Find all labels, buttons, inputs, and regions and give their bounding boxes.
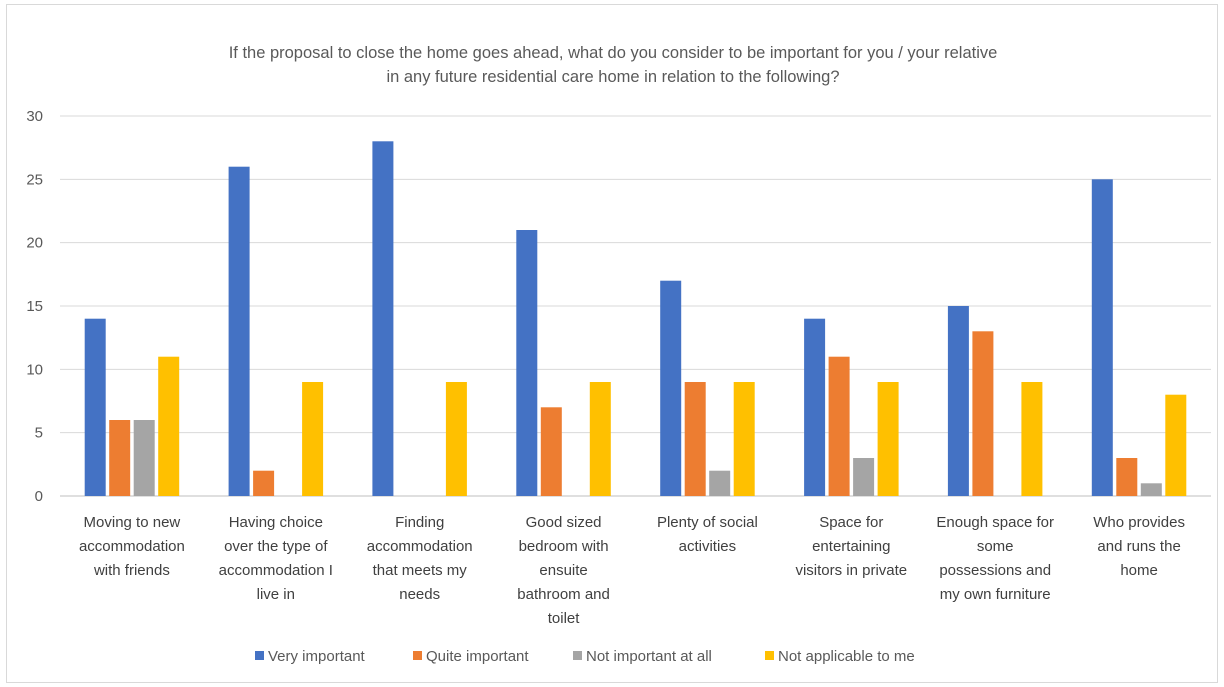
- x-category-label: activities: [679, 538, 737, 555]
- x-category-label: Who provides: [1093, 514, 1185, 531]
- y-tick-label: 30: [26, 108, 43, 125]
- y-tick-label: 20: [26, 235, 43, 252]
- x-category-label: Space for: [819, 514, 883, 531]
- bar-not-important-at-all: [853, 458, 875, 496]
- bar-quite-important: [540, 407, 562, 496]
- x-category-label: Finding: [395, 514, 444, 531]
- x-category-label: Having choice: [229, 514, 323, 531]
- x-category-label: that meets my: [373, 562, 468, 579]
- x-category-label: bathroom and: [517, 586, 610, 603]
- bar-very-important: [660, 280, 682, 496]
- legend-swatch: [765, 651, 774, 660]
- bar-quite-important: [828, 356, 850, 496]
- bar-quite-important: [253, 470, 275, 496]
- legend-label: Not important at all: [586, 648, 712, 665]
- bar-not-important-at-all: [1140, 483, 1162, 496]
- x-category-label: over the type of: [224, 538, 328, 555]
- x-category-label: ensuite: [539, 562, 587, 579]
- bar-quite-important: [109, 420, 131, 496]
- bar-not-applicable-to-me: [1165, 394, 1187, 496]
- bar-very-important: [516, 230, 538, 496]
- bar-not-applicable-to-me: [445, 382, 467, 496]
- bar-quite-important: [684, 382, 706, 496]
- x-category-label: needs: [399, 586, 440, 603]
- y-axis-ticks: 0 5 10 15 20 25 30: [26, 108, 43, 505]
- legend-label: Very important: [268, 648, 366, 665]
- x-category-label: bedroom with: [519, 538, 609, 555]
- y-tick-label: 25: [26, 171, 43, 188]
- chart-title-line: in any future residential care home in r…: [386, 68, 839, 86]
- bar-not-applicable-to-me: [877, 382, 899, 496]
- bar-very-important: [947, 306, 969, 496]
- x-category-label: possessions and: [939, 562, 1051, 579]
- y-tick-label: 0: [35, 488, 43, 505]
- legend-label: Not applicable to me: [778, 648, 915, 665]
- bar-not-applicable-to-me: [302, 382, 324, 496]
- x-category-label: live in: [257, 586, 295, 603]
- x-category-label: Enough space for: [936, 514, 1054, 531]
- legend: Very important Quite important Not importa…: [255, 648, 915, 665]
- gridlines: [60, 115, 1211, 497]
- x-category-label: some: [977, 538, 1014, 555]
- x-axis-categories: Moving to new accommodation with friends Ha…: [79, 514, 1185, 627]
- x-category-label: Moving to new: [84, 514, 181, 531]
- legend-label: Quite important: [426, 648, 529, 665]
- x-category-label: toilet: [548, 610, 581, 627]
- x-category-label: accommodation: [367, 538, 473, 555]
- x-category-label: accommodation I: [219, 562, 333, 579]
- legend-swatch: [573, 651, 582, 660]
- bar-very-important: [372, 141, 394, 497]
- bar-not-important-at-all: [133, 420, 155, 496]
- y-tick-label: 10: [26, 361, 43, 378]
- bar-very-important: [804, 318, 826, 496]
- bar-not-applicable-to-me: [733, 382, 755, 496]
- x-category-label: entertaining: [812, 538, 890, 555]
- x-category-label: visitors in private: [795, 562, 907, 579]
- legend-swatch: [255, 651, 264, 660]
- x-category-label: home: [1120, 562, 1158, 579]
- chart-frame: If the proposal to close the home goes a…: [6, 4, 1218, 683]
- y-tick-label: 15: [26, 298, 43, 315]
- x-category-label: my own furniture: [940, 586, 1051, 603]
- bar-not-applicable-to-me: [589, 382, 611, 496]
- x-category-label: Good sized: [526, 514, 602, 531]
- x-category-label: Plenty of social: [657, 514, 758, 531]
- bar-quite-important: [972, 331, 994, 496]
- bar-quite-important: [1116, 458, 1138, 496]
- x-category-label: with friends: [93, 562, 170, 579]
- bar-not-important-at-all: [709, 470, 731, 496]
- x-category-label: accommodation: [79, 538, 185, 555]
- legend-swatch: [413, 651, 422, 660]
- bar-very-important: [84, 318, 106, 496]
- bars: [84, 141, 1187, 497]
- bar-chart: If the proposal to close the home goes a…: [26, 44, 1211, 665]
- chart-title-line: If the proposal to close the home goes a…: [229, 44, 998, 62]
- chart-title: If the proposal to close the home goes a…: [229, 44, 998, 86]
- x-category-label: and runs the: [1097, 538, 1180, 555]
- bar-not-applicable-to-me: [1021, 382, 1043, 496]
- y-tick-label: 5: [35, 425, 43, 442]
- bar-not-applicable-to-me: [158, 356, 180, 496]
- bar-very-important: [228, 166, 250, 496]
- bar-very-important: [1091, 179, 1113, 497]
